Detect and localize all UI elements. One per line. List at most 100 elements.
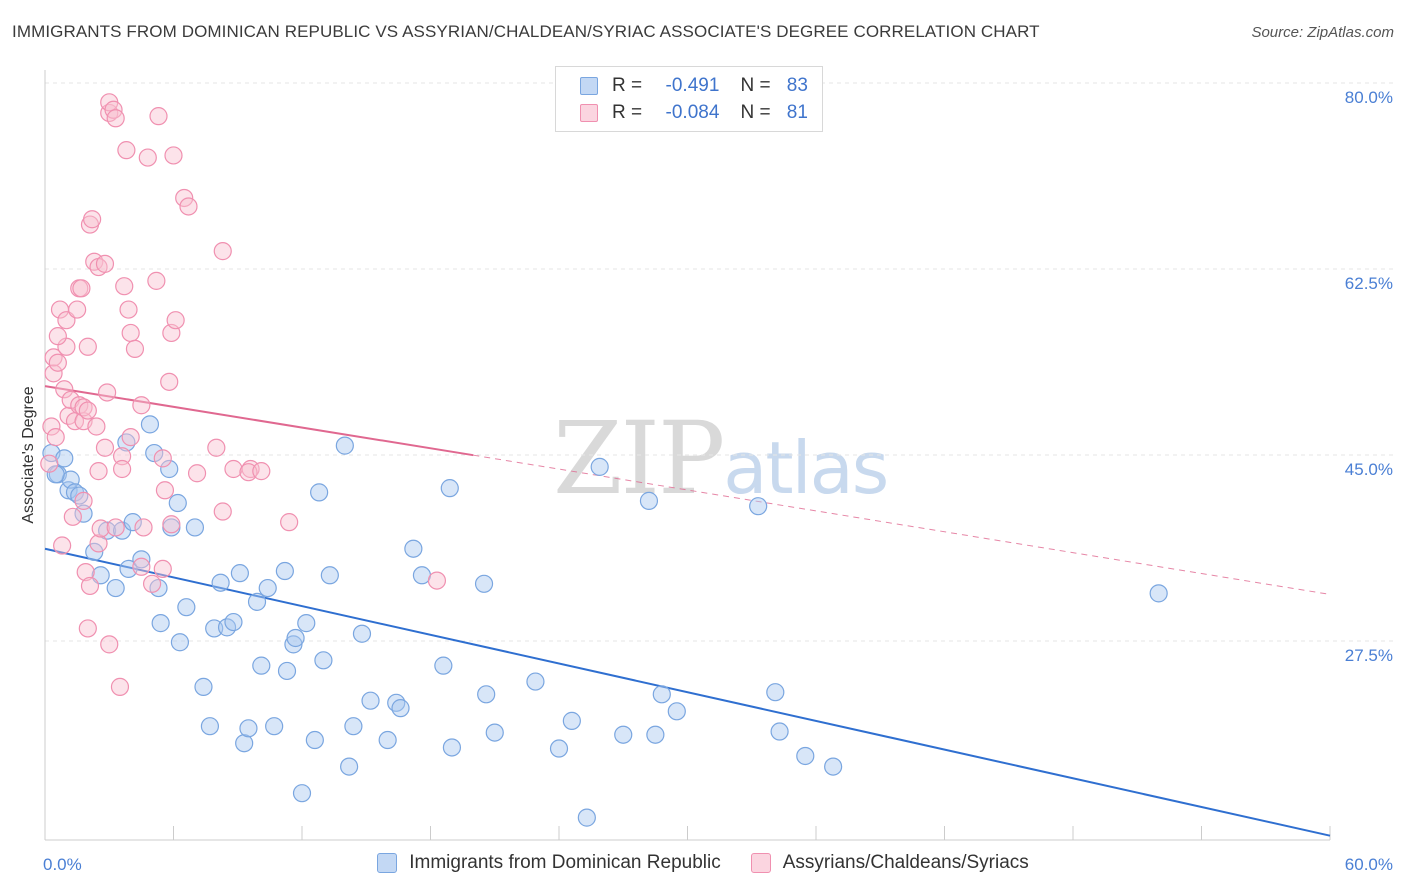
point-dominican — [140, 415, 160, 434]
point-dominican — [168, 493, 187, 513]
y-tick-label: 62.5% — [1345, 274, 1393, 293]
point-assyrian — [153, 559, 172, 579]
y-axis-label: Associate's Degree — [20, 386, 37, 523]
point-assyrian — [187, 464, 207, 483]
point-assyrian — [224, 459, 243, 479]
point-dominican — [590, 457, 609, 476]
legend-item-dominican[interactable]: Immigrants from Dominican Republic — [377, 852, 721, 874]
point-assyrian — [160, 372, 179, 391]
legend-label-dominican: Immigrants from Dominican Republic — [409, 852, 721, 873]
trend-line-assyrian — [44, 385, 474, 457]
legend-label-assyrian: Assyrians/Chaldeans/Syriacs — [782, 852, 1029, 873]
x-tick-label: 0.0% — [43, 855, 82, 874]
legend-n-value: 81 — [786, 102, 808, 123]
trend-line-dominican — [44, 547, 1331, 837]
point-assyrian — [91, 519, 110, 538]
point-assyrian — [147, 271, 166, 290]
point-dominican — [252, 656, 271, 675]
point-dominican — [275, 561, 294, 581]
point-dominican — [749, 497, 768, 516]
point-assyrian — [76, 562, 95, 582]
series-legend: Immigrants from Dominican Republic Assyr… — [0, 852, 1406, 874]
point-assyrian — [110, 677, 130, 696]
point-dominican — [824, 757, 843, 776]
point-dominican — [667, 702, 686, 721]
legend-item-assyrian[interactable]: Assyrians/Chaldeans/Syriacs — [750, 852, 1029, 874]
point-assyrian — [155, 481, 175, 500]
point-dominican — [639, 491, 659, 510]
point-dominican — [235, 734, 254, 753]
point-dominican — [549, 739, 569, 758]
point-assyrian — [166, 311, 185, 330]
legend-swatch-blue — [580, 77, 598, 95]
point-assyrian — [115, 277, 134, 296]
point-assyrian — [121, 428, 140, 447]
legend-n-value: 83 — [786, 75, 808, 96]
gridlines — [45, 82, 1395, 642]
point-assyrian — [100, 635, 119, 654]
correlation-legend: R = -0.491 N = 83 R = -0.084 N = 81 — [555, 66, 823, 132]
point-dominican — [85, 542, 104, 562]
point-dominican — [310, 483, 329, 502]
point-assyrian — [132, 396, 151, 415]
legend-swatch-pink — [580, 104, 598, 122]
point-assyrian — [53, 536, 72, 555]
point-dominican — [230, 564, 249, 583]
data-points — [40, 93, 1168, 827]
point-assyrian — [213, 502, 232, 521]
point-dominican — [277, 661, 297, 681]
point-assyrian — [95, 254, 115, 273]
watermark-atlas: atlas — [723, 426, 889, 510]
chart-source: Source: ZipAtlas.com — [1251, 24, 1394, 41]
legend-swatch-blue — [377, 853, 398, 873]
point-assyrian — [74, 491, 93, 510]
chart-title: IMMIGRANTS FROM DOMINICAN REPUBLIC VS AS… — [12, 22, 1040, 41]
point-assyrian — [149, 107, 168, 126]
point-assyrian — [78, 401, 97, 420]
point-dominican — [194, 677, 213, 696]
point-assyrian — [78, 619, 97, 638]
point-dominican — [474, 574, 494, 593]
point-dominican — [305, 730, 324, 750]
point-assyrian — [153, 449, 172, 468]
y-tick-label: 45.0% — [1345, 460, 1393, 479]
point-dominican — [404, 539, 423, 558]
point-dominican — [526, 672, 545, 691]
point-dominican — [361, 691, 380, 710]
point-dominican — [185, 518, 205, 537]
point-assyrian — [72, 279, 91, 298]
x-tick-label: 60.0% — [1345, 855, 1393, 874]
point-assyrian — [138, 148, 157, 167]
legend-row-series2: R = -0.084 N = 81 — [580, 100, 808, 126]
point-dominican — [239, 719, 258, 738]
point-assyrian — [179, 197, 198, 216]
point-assyrian — [134, 518, 153, 537]
point-assyrian — [119, 300, 138, 319]
point-dominican — [205, 619, 224, 638]
point-dominican — [770, 722, 789, 741]
point-dominican — [211, 573, 230, 592]
point-dominican — [123, 513, 142, 532]
point-assyrian — [89, 462, 108, 481]
point-assyrian — [207, 438, 226, 457]
point-dominican — [320, 566, 339, 585]
point-assyrian — [98, 383, 117, 402]
legend-swatch-pink — [750, 853, 771, 873]
legend-n-label: N = — [740, 75, 771, 96]
point-dominican — [46, 465, 65, 484]
point-assyrian — [89, 534, 108, 553]
point-assyrian — [125, 339, 145, 358]
point-dominican — [292, 784, 312, 803]
point-assyrian — [83, 210, 102, 229]
point-assyrian — [164, 146, 183, 165]
point-assyrian — [112, 447, 132, 466]
point-dominican — [106, 578, 125, 598]
point-dominican — [440, 479, 459, 498]
point-dominican — [247, 592, 267, 611]
point-dominican — [340, 757, 359, 776]
point-dominican — [170, 633, 190, 652]
point-dominican — [652, 685, 671, 704]
legend-r-value: -0.084 — [665, 102, 720, 123]
point-dominican — [160, 459, 179, 479]
